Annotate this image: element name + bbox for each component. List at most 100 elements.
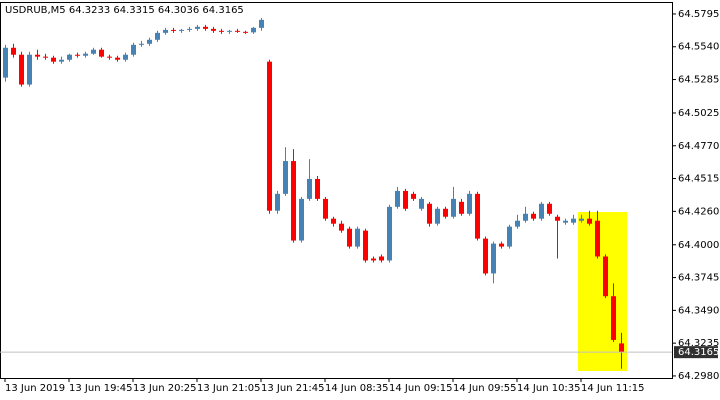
candle-body bbox=[219, 30, 224, 32]
candle-body bbox=[555, 216, 560, 221]
candle-body bbox=[43, 56, 48, 58]
y-tick-label: 64.5025 bbox=[678, 108, 719, 119]
candle-body bbox=[107, 56, 112, 58]
candle-body bbox=[83, 53, 88, 56]
candle-body bbox=[227, 30, 232, 32]
x-tick-label: 13 Jun 19:45 bbox=[69, 383, 133, 394]
candle-body bbox=[523, 213, 528, 221]
candle-body bbox=[379, 256, 384, 261]
x-tick-label: 14 Jun 11:15 bbox=[581, 383, 645, 394]
candle-body bbox=[403, 190, 408, 209]
candle-body bbox=[11, 47, 16, 55]
y-tick-label: 64.4000 bbox=[678, 240, 719, 251]
candle-body bbox=[99, 49, 104, 57]
candle-body bbox=[3, 47, 8, 78]
price-label: 64.3165 bbox=[678, 347, 719, 358]
y-tick-label: 64.3745 bbox=[678, 273, 719, 284]
candle-body bbox=[459, 201, 464, 214]
y-tick-label: 64.5285 bbox=[678, 75, 719, 86]
candle-body bbox=[579, 218, 584, 221]
candle-body bbox=[323, 198, 328, 219]
candle-body bbox=[507, 226, 512, 247]
candle-body bbox=[515, 220, 520, 227]
candle-body bbox=[155, 32, 160, 40]
candle-body bbox=[387, 206, 392, 261]
candle-body bbox=[587, 218, 592, 224]
candle-body bbox=[139, 43, 144, 45]
candle-body bbox=[187, 28, 192, 30]
candle-body bbox=[131, 44, 136, 55]
candle-body bbox=[347, 228, 352, 247]
price-label-bg bbox=[674, 346, 718, 359]
candle-body bbox=[67, 54, 72, 60]
candle-body bbox=[203, 26, 208, 29]
candle-body bbox=[619, 343, 624, 353]
candle-body bbox=[235, 30, 240, 32]
y-tick-label: 64.3235 bbox=[678, 338, 719, 349]
candle-body bbox=[259, 19, 264, 28]
candle-body bbox=[435, 208, 440, 224]
candle-body bbox=[419, 198, 424, 209]
candle-body bbox=[339, 223, 344, 231]
candle-body bbox=[51, 57, 56, 62]
candle-body bbox=[299, 198, 304, 241]
x-tick-label: 14 Jun 08:35 bbox=[325, 383, 389, 394]
y-tick-label: 64.4770 bbox=[678, 141, 719, 152]
x-tick-label: 13 Jun 21:45 bbox=[261, 383, 325, 394]
candle-body bbox=[363, 230, 368, 261]
candle-body bbox=[611, 296, 616, 340]
candle-body bbox=[539, 203, 544, 219]
candle-body bbox=[411, 193, 416, 199]
candle-body bbox=[251, 27, 256, 33]
candle-body bbox=[395, 190, 400, 207]
y-tick-label: 64.4260 bbox=[678, 206, 719, 217]
candle-body bbox=[123, 54, 128, 60]
candle-body bbox=[427, 203, 432, 224]
candle-body bbox=[211, 28, 216, 31]
candle-body bbox=[571, 218, 576, 223]
candle-body bbox=[75, 54, 80, 56]
chart-title: USDRUB,M5 64.3233 64.3315 64.3036 64.316… bbox=[5, 5, 244, 16]
candle-body bbox=[171, 29, 176, 31]
candle-body bbox=[371, 258, 376, 261]
y-tick-label: 64.4515 bbox=[678, 174, 719, 185]
candle-body bbox=[19, 54, 24, 85]
candle-body bbox=[307, 178, 312, 199]
candle-body bbox=[483, 238, 488, 274]
candle-body bbox=[443, 208, 448, 217]
candle-body bbox=[115, 57, 120, 60]
candle-body bbox=[147, 39, 152, 44]
candle-body bbox=[563, 220, 568, 223]
candle-body bbox=[547, 203, 552, 214]
x-tick-label: 13 Jun 20:25 bbox=[133, 383, 197, 394]
candle-body bbox=[499, 243, 504, 247]
candle-body bbox=[267, 61, 272, 211]
plot-frame bbox=[0, 2, 673, 379]
candle-body bbox=[595, 220, 600, 257]
candle-body bbox=[603, 256, 608, 297]
x-tick-label: 14 Jun 10:35 bbox=[517, 383, 581, 394]
x-tick-label: 13 Jun 21:05 bbox=[197, 383, 261, 394]
candle-body bbox=[35, 54, 40, 57]
highlight-box bbox=[578, 212, 627, 371]
candle-body bbox=[195, 26, 200, 29]
x-tick-label: 14 Jun 09:15 bbox=[389, 383, 453, 394]
candle-body bbox=[531, 213, 536, 219]
candle-body bbox=[243, 31, 248, 33]
candle-body bbox=[491, 243, 496, 274]
candle-body bbox=[315, 178, 320, 199]
candle-body bbox=[59, 59, 64, 62]
candle-body bbox=[355, 228, 360, 247]
candle-body bbox=[283, 161, 288, 194]
y-tick-label: 64.2980 bbox=[678, 371, 719, 382]
candle-body bbox=[275, 193, 280, 211]
candle-body bbox=[451, 198, 456, 217]
candle-body bbox=[331, 218, 336, 224]
candle-body bbox=[163, 29, 168, 33]
candle-body bbox=[467, 193, 472, 214]
y-tick-label: 64.5795 bbox=[678, 9, 719, 20]
candle-body bbox=[179, 29, 184, 31]
candle-body bbox=[291, 161, 296, 241]
candle-body bbox=[91, 49, 96, 54]
